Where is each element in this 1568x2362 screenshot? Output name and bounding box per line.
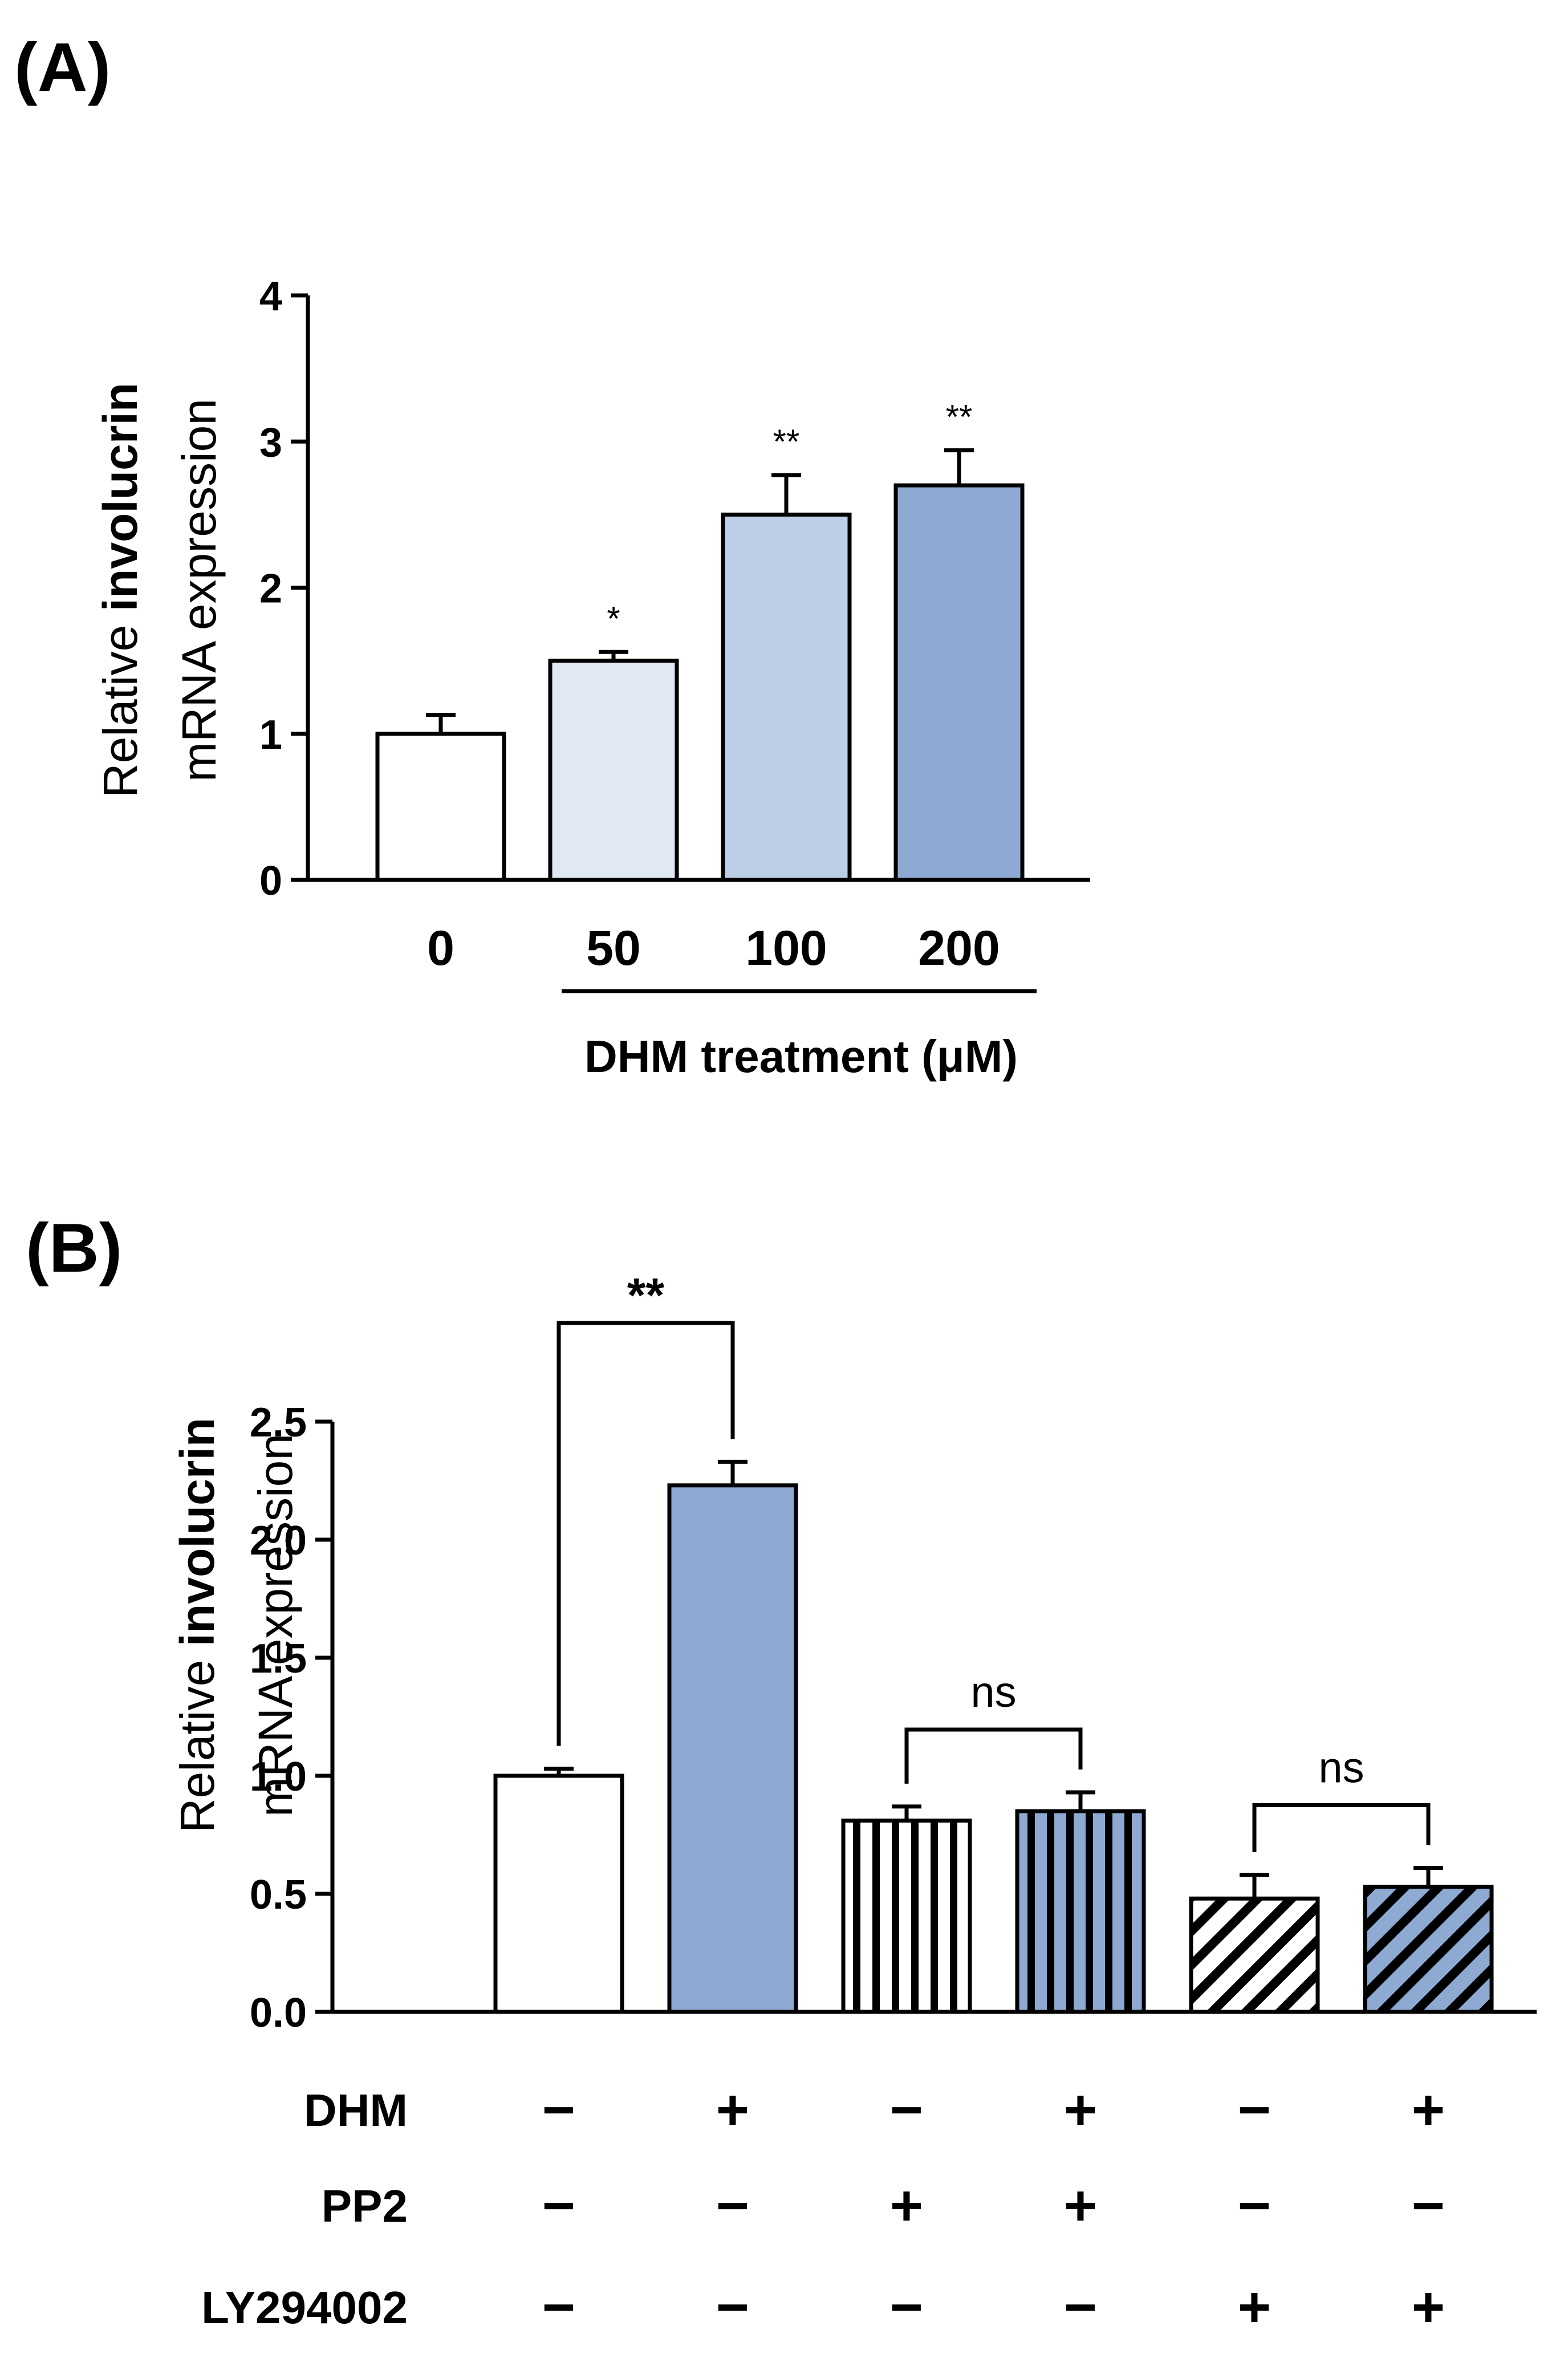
treatment-sign: + — [1064, 2174, 1097, 2238]
significance-label: * — [607, 599, 620, 638]
bar — [1189, 1896, 1320, 2014]
treatment-sign: − — [890, 2078, 923, 2142]
treatment-sign: − — [542, 2275, 575, 2339]
x-tick-label: 200 — [918, 921, 1000, 976]
comparison-label: ** — [627, 1268, 665, 1322]
y-tick-label: 1.0 — [250, 1754, 307, 1800]
panel-b-label: (B) — [26, 1209, 122, 1286]
significance-label: ** — [946, 398, 973, 436]
y-tick-label: 1.5 — [250, 1636, 307, 1682]
bar — [1363, 1885, 1494, 2014]
comparison-bracket — [556, 1321, 735, 1746]
y-tick-label: 2.5 — [250, 1400, 307, 1446]
comparison-label: ns — [970, 1668, 1016, 1716]
y-tick-label: 1 — [259, 712, 282, 758]
treatment-row-label: DHM — [304, 2085, 408, 2136]
x-tick-label: 50 — [586, 921, 641, 976]
treatment-sign: − — [716, 2174, 749, 2238]
treatment-sign: − — [716, 2275, 749, 2339]
bar — [893, 483, 1025, 882]
treatment-sign: − — [1064, 2275, 1097, 2339]
bar — [493, 1773, 624, 2014]
bar — [721, 512, 852, 882]
x-tick-label: 100 — [745, 921, 827, 976]
treatment-sign: − — [542, 2078, 575, 2142]
significance-label: ** — [773, 423, 800, 461]
treatment-row-label: PP2 — [322, 2181, 408, 2231]
treatment-sign: + — [1064, 2078, 1097, 2142]
treatment-sign: − — [1238, 2078, 1271, 2142]
treatment-sign: + — [1412, 2275, 1445, 2339]
treatment-sign: + — [890, 2174, 923, 2238]
treatment-sign: − — [542, 2174, 575, 2238]
bar — [667, 1483, 798, 2014]
treatment-sign: + — [1238, 2275, 1271, 2339]
panel-a-xlabel: DHM treatment (μM) — [584, 1031, 1018, 1082]
treatment-sign: − — [1238, 2174, 1271, 2238]
treatment-sign: + — [1412, 2078, 1445, 2142]
panel-a-ylabel-line2: mRNA expression — [172, 399, 226, 782]
comparison-bracket — [1252, 1803, 1431, 1852]
bar — [1015, 1809, 1146, 2014]
comparison-bracket — [904, 1727, 1083, 1784]
y-tick-label: 4 — [259, 274, 282, 319]
y-tick-label: 2.0 — [250, 1518, 307, 1564]
y-tick-label: 2 — [259, 566, 282, 612]
comparison-label: ns — [1318, 1743, 1364, 1792]
treatment-sign: + — [716, 2078, 749, 2142]
panel-a-chart: 0 1 2 3 4 0 50 * 100 ** 200 ** — [259, 274, 1090, 993]
y-tick-label: 0 — [259, 858, 282, 904]
y-tick-label: 0.5 — [250, 1872, 307, 1918]
x-tick-label: 0 — [427, 921, 454, 976]
bar — [841, 1819, 972, 2014]
treatment-sign: − — [890, 2275, 923, 2339]
panel-a-label: (A) — [14, 29, 111, 106]
treatment-row-label: LY294002 — [201, 2282, 408, 2333]
panel-b-ylabel: Relative involucrin — [170, 1418, 224, 1833]
y-tick-label: 0.0 — [250, 1990, 307, 2036]
panel-b-chart: 0.0 0.5 1.0 1.5 2.0 2.5 ** ns ns DHM − + − + − + PP2 − − + +… — [201, 1268, 1537, 2339]
panel-b-ylabel-line2: mRNA expression — [249, 1434, 302, 1817]
y-tick-label: 3 — [259, 420, 282, 465]
bar — [375, 732, 506, 882]
panel-a-ylabel: Relative involucrin — [94, 383, 147, 798]
treatment-sign: − — [1412, 2174, 1445, 2238]
bar — [548, 659, 679, 882]
